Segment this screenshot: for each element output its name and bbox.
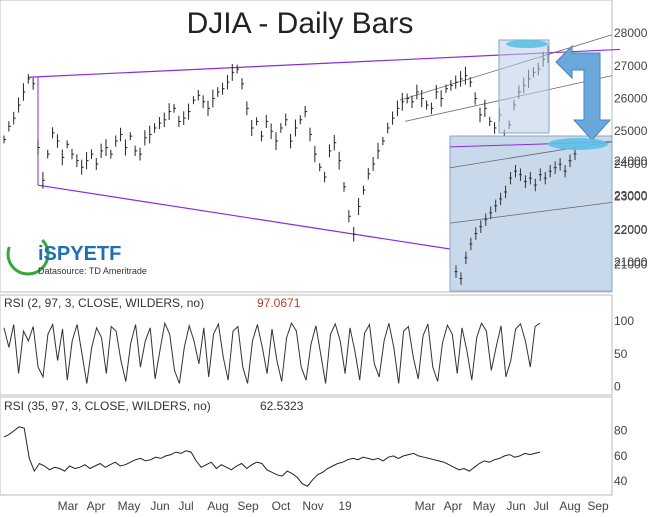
x-axis-label: May	[473, 499, 496, 513]
rsi-y-tick-label: 0	[614, 380, 621, 394]
rsi-y-tick-label: 40	[614, 474, 628, 488]
logo-brand: iSPYETF	[38, 243, 121, 265]
rsi-y-tick-label: 80	[614, 424, 628, 438]
inset-y-tick-label: 23000	[614, 188, 648, 202]
inset-y-tick-label: 24000	[614, 154, 648, 168]
x-axis-label: Oct	[272, 499, 291, 513]
x-axis-label: Apr	[444, 499, 463, 513]
zoom-ellipse-marker	[548, 138, 608, 150]
x-axis-label: May	[118, 499, 141, 513]
rsi-y-tick-label: 100	[614, 314, 634, 328]
highlight-box	[498, 39, 550, 134]
logo-datasource: Datasource: TD Ameritrade	[38, 266, 147, 276]
x-axis-label: Sep	[237, 499, 259, 513]
price-y-tick-label: 28000	[614, 26, 648, 40]
highlight-ellipse-marker	[506, 40, 548, 48]
price-y-tick-label: 22000	[614, 222, 648, 236]
x-axis-label: Mar	[58, 499, 79, 513]
rsi35-value: 62.5323	[260, 399, 304, 413]
rsi35-y-ticks: 40 60 80	[614, 424, 628, 489]
x-axis-label: Nov	[302, 499, 323, 513]
rsi2-panel-frame	[0, 294, 613, 396]
price-y-tick-label: 25000	[614, 124, 648, 138]
rsi35-panel-frame	[0, 396, 613, 496]
x-axis-label: 19	[338, 499, 352, 513]
price-y-ticks: 21000 22000 23000 24000 25000 26000 27000 28000…	[614, 26, 648, 272]
x-axis-labels: Mar Apr May Jun Jul Aug Sep Oct Nov 19 Mar Apr May Ju…	[58, 499, 609, 513]
rsi-line	[3, 426, 541, 487]
rsi2-value: 97.0671	[257, 296, 301, 310]
rsi2-series	[3, 321, 541, 384]
rsi-y-tick-label: 60	[614, 449, 628, 463]
rsi2-label: RSI (2, 97, 3, CLOSE, WILDERS, no)	[4, 296, 204, 310]
price-y-tick-label: 21000	[614, 255, 648, 269]
price-y-tick-label: 24000	[614, 157, 648, 171]
rsi-y-tick-label: 50	[614, 347, 628, 361]
x-axis-label: Jul	[178, 499, 193, 513]
logo-ring-icon	[6, 232, 50, 276]
x-axis-label: Jul	[533, 499, 548, 513]
price-y-tick-label: 27000	[614, 59, 648, 73]
x-axis-label: Sep	[587, 499, 609, 513]
inset-y-tick-label: 21000	[614, 258, 648, 272]
inset-y-tick-label: 22000	[614, 223, 648, 237]
x-axis-label: Jun	[150, 499, 169, 513]
rsi35-series	[3, 426, 541, 487]
zoom-inset	[449, 135, 613, 292]
rsi-line	[3, 321, 541, 384]
x-axis-label: Aug	[559, 499, 580, 513]
zoom-arrow-icon	[555, 44, 612, 141]
price-y-tick-label: 23000	[614, 190, 648, 204]
price-y-tick-label: 26000	[614, 92, 648, 106]
x-axis-label: Mar	[415, 499, 436, 513]
rsi35-label: RSI (35, 97, 3, CLOSE, WILDERS, no)	[4, 399, 211, 413]
inset-channel-bottom	[449, 201, 613, 224]
ispyetf-logo: iSPYETF Datasource: TD Ameritrade	[6, 232, 147, 276]
x-axis-label: Apr	[87, 499, 106, 513]
rsi2-y-ticks: 0 50 100	[614, 314, 634, 393]
x-axis-label: Aug	[207, 499, 228, 513]
chart-title: DJIA - Daily Bars	[187, 7, 414, 40]
lower-trendline	[37, 184, 451, 250]
x-axis-label: Jun	[506, 499, 525, 513]
